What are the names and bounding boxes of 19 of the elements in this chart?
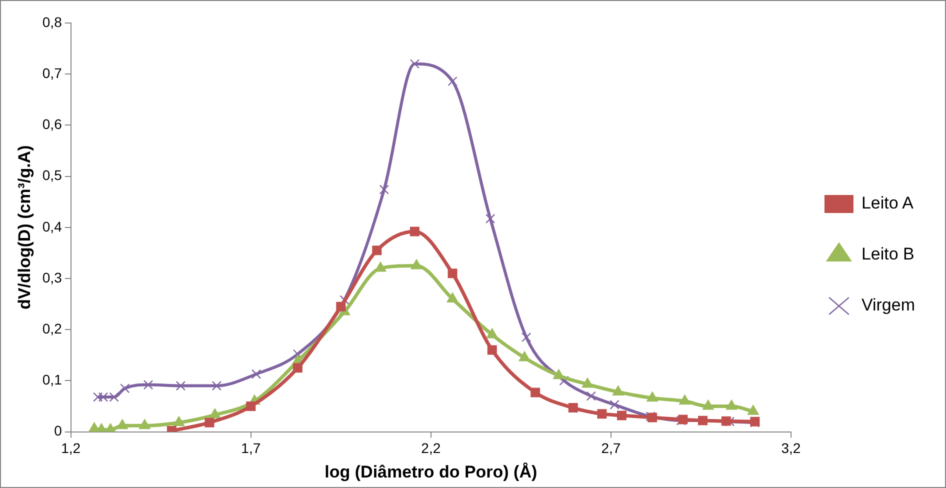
x-tick-label: 3,2 [781,440,801,456]
legend-label: Leito A [861,194,914,213]
y-tick-label: 0,2 [42,320,62,336]
y-axis-title: dV/dlog(D) (cm³/g.A) [14,145,34,310]
y-tick-label: 0,3 [42,269,62,286]
x-tick-label: 1,7 [241,440,261,456]
y-tick-label: 0,7 [42,64,62,81]
y-tick-label: 0 [54,422,62,439]
y-tick-label: 0,8 [42,14,62,30]
y-tick-label: 0,1 [42,372,62,388]
x-tick-label: 2,7 [601,440,621,456]
y-tick-label: 0,4 [42,218,62,234]
legend-label: Leito B [861,244,914,264]
y-tick-label: 0,5 [42,167,62,184]
x-tick-label: 1,2 [61,440,81,456]
legend-label: Virgem [861,296,916,315]
x-tick-label: 2,2 [421,440,441,456]
y-tick-label: 0,6 [42,116,62,132]
x-axis-title: log (Diâmetro do Poro) (Å) [324,462,538,482]
